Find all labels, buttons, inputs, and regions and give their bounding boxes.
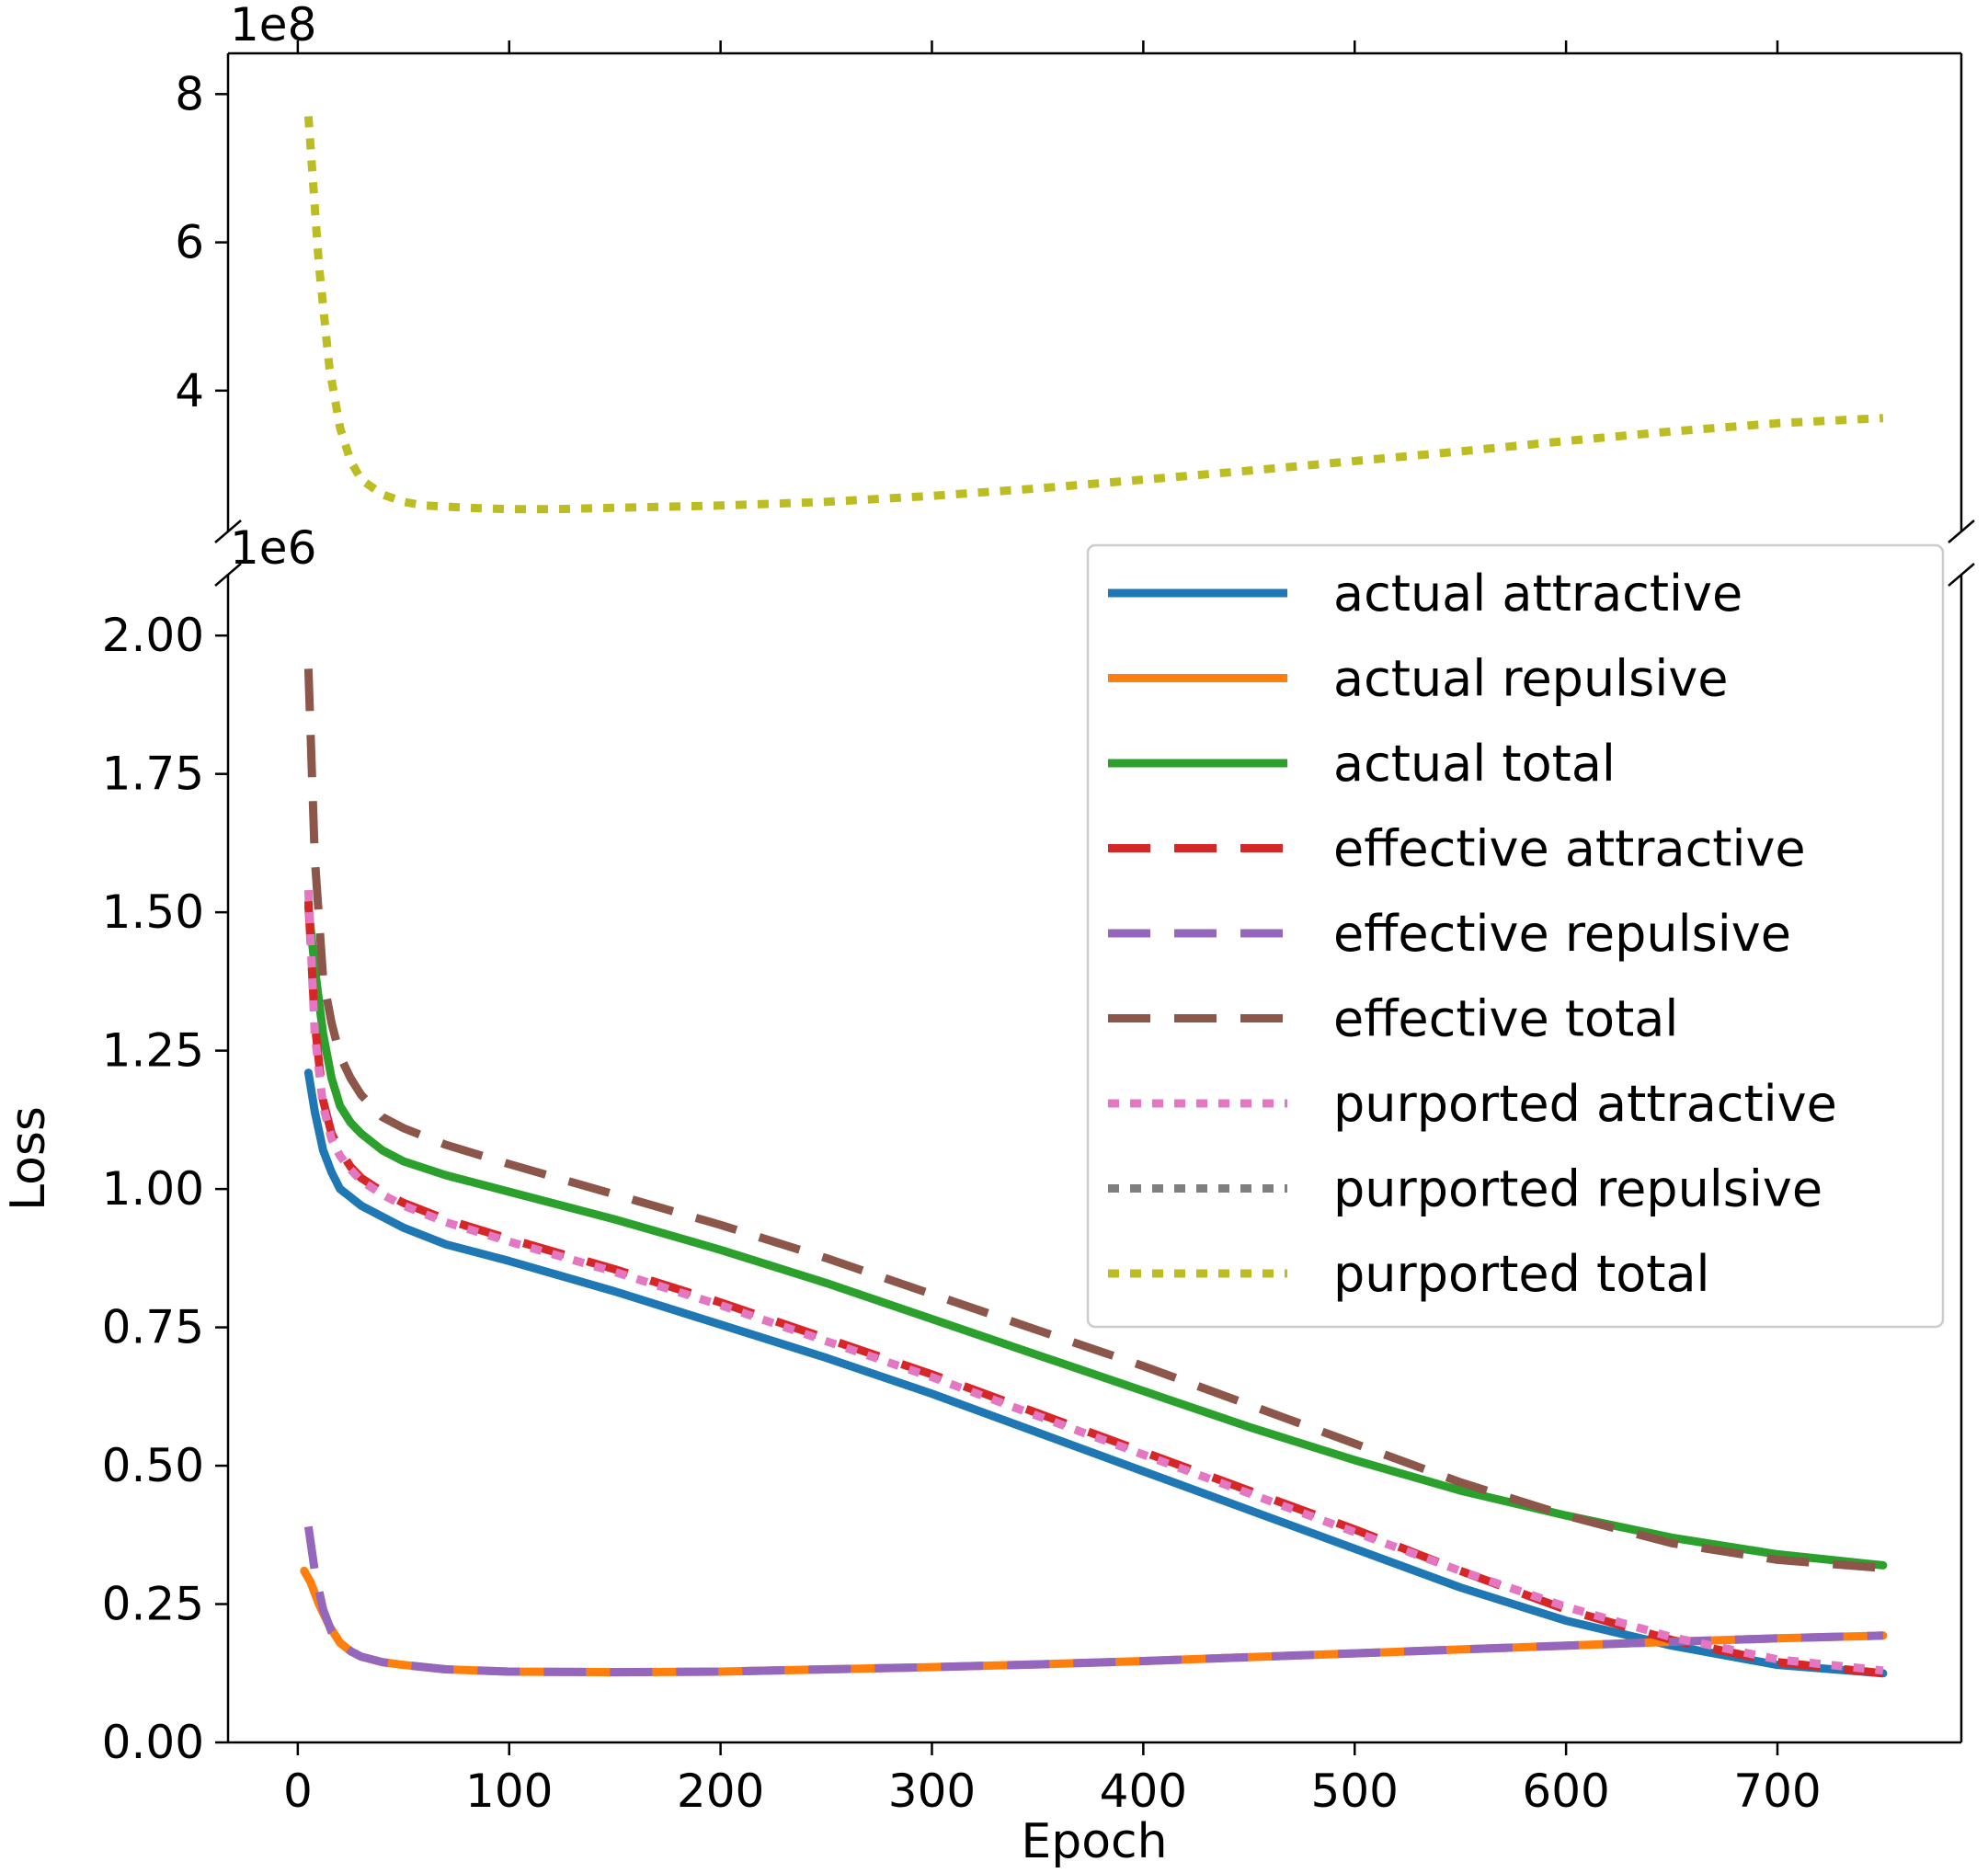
bottom-panel-offset-label: 1e6: [230, 521, 316, 575]
legend-label-actual-total: actual total: [1333, 735, 1616, 793]
legend: actual attractive actual repulsive actual …: [1086, 543, 1945, 1329]
axis-break-markers: [214, 520, 1975, 587]
bottom-x-tick-label-100: 100: [465, 1765, 553, 1818]
bottom-panel-series: [300, 668, 1888, 1678]
top-panel-x-ticks: [296, 40, 1779, 53]
bottom-panel-series-actual-total: [303, 902, 1888, 1570]
bottom-y-tick-label-0-25: 0.25: [102, 1578, 204, 1631]
top-y-tick-label-6: 6: [175, 216, 204, 269]
bottom-y-tick-label-0-50: 0.50: [102, 1439, 204, 1492]
bottom-panel-series-purported-attractive: [303, 889, 1884, 1675]
bottom-x-tick-label-600: 600: [1522, 1765, 1609, 1818]
top-panel-y-ticks: 4 6 8: [175, 67, 228, 417]
bottom-panel-x-ticks: 0 100 200 300 400 500 600 700: [283, 1742, 1822, 1818]
legend-label-effective-attractive: effective attractive: [1333, 820, 1806, 878]
bottom-y-tick-label-1-25: 1.25: [102, 1024, 204, 1078]
bottom-y-tick-label-0-75: 0.75: [102, 1301, 204, 1354]
bottom-panel: 0.00 0.25 0.50 0.75 1.00 1.25 1.50 1.75 2.00 0 10…: [102, 521, 1963, 1818]
top-y-tick-label-8: 8: [175, 67, 204, 120]
legend-label-actual-repulsive: actual repulsive: [1333, 650, 1729, 708]
axis-break-top-left: [214, 520, 242, 543]
legend-entries: actual attractive actual repulsive actual …: [1108, 565, 1837, 1303]
legend-label-purported-repulsive: purported repulsive: [1333, 1160, 1822, 1218]
top-y-tick-label-4: 4: [175, 364, 204, 417]
bottom-x-tick-label-0: 0: [283, 1765, 313, 1818]
bottom-x-tick-label-700: 700: [1733, 1765, 1821, 1818]
bottom-x-tick-label-300: 300: [888, 1765, 976, 1818]
legend-label-purported-attractive: purported attractive: [1333, 1075, 1837, 1133]
bottom-y-tick-label-1-50: 1.50: [102, 885, 204, 939]
bottom-x-tick-label-500: 500: [1311, 1765, 1399, 1818]
top-panel: 4 6 8 1e8: [175, 0, 1963, 531]
legend-label-actual-attractive: actual attractive: [1333, 565, 1742, 622]
bottom-panel-series-effective-repulsive: [303, 1525, 1884, 1677]
bottom-x-tick-label-400: 400: [1100, 1765, 1187, 1818]
bottom-panel-series-effective-total: [303, 668, 1884, 1572]
bottom-y-tick-label-2-00: 2.00: [102, 609, 204, 662]
legend-label-effective-repulsive: effective repulsive: [1333, 905, 1791, 963]
legend-label-effective-total: effective total: [1333, 990, 1678, 1048]
top-panel-offset-label: 1e8: [230, 0, 316, 51]
bottom-panel-series-actual-attractive: [303, 1068, 1888, 1678]
bottom-panel-y-ticks: 0.00 0.25 0.50 0.75 1.00 1.25 1.50 1.75 2.00: [102, 609, 228, 1769]
axis-break-bottom-left: [214, 563, 242, 587]
x-axis-label: Epoch: [1021, 1814, 1167, 1869]
axis-break-top-right: [1948, 520, 1975, 543]
legend-label-purported-total: purported total: [1333, 1245, 1710, 1303]
bottom-y-tick-label-0-00: 0.00: [102, 1716, 204, 1769]
bottom-x-tick-label-200: 200: [677, 1765, 764, 1818]
bottom-y-tick-label-1-00: 1.00: [102, 1162, 204, 1216]
axis-break-bottom-right: [1948, 563, 1975, 587]
legend-frame: [1086, 543, 1945, 1329]
bottom-y-tick-label-1-75: 1.75: [102, 748, 204, 801]
y-axis-label: Loss: [1, 1106, 56, 1211]
